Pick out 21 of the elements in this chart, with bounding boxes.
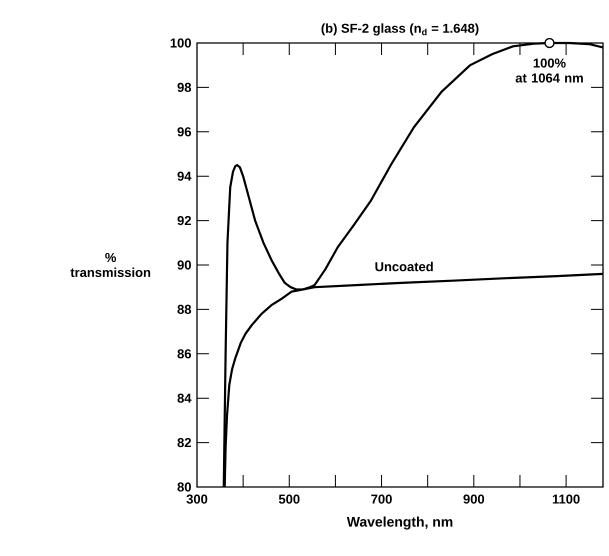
- y-tick-label: 80: [177, 482, 191, 492]
- y-tick-label: 88: [177, 304, 192, 314]
- y-tick-label: 94: [178, 172, 192, 181]
- x-tick-label: 300: [186, 494, 208, 504]
- x-tick-label: 900: [463, 494, 484, 504]
- chart-title: (b) SF-2 glass (n$_{d}$ = 1.648): [322, 23, 478, 36]
- x-axis-title: Wavelength, nm: [346, 516, 452, 530]
- x-tick-label: 700: [371, 494, 392, 504]
- y-axis-title: % transmission: [70, 252, 150, 278]
- x-tick-label: 500: [278, 494, 300, 504]
- y-tick-label: 84: [177, 394, 192, 403]
- y-tick-label: 98: [178, 82, 192, 92]
- y-tick-label: 90: [178, 260, 191, 270]
- y-tick-label: 96: [178, 127, 192, 136]
- y-tick-label: 86: [177, 349, 192, 358]
- y-tick-label: 92: [178, 216, 191, 226]
- y-tick-label: 100: [170, 38, 191, 48]
- x-tick-label: 1100: [552, 494, 580, 504]
- series-label: Uncoated: [375, 262, 433, 272]
- y-tick-label: 82: [177, 438, 191, 448]
- annotation: 100% at 1064 nm: [516, 58, 583, 83]
